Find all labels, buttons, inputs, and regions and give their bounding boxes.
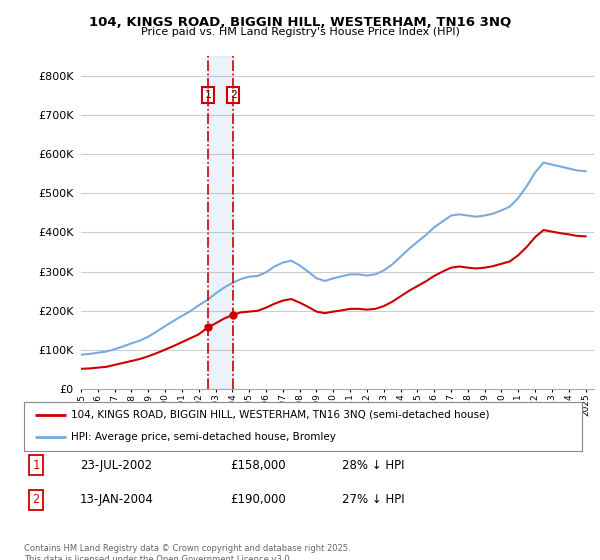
Text: 1: 1	[32, 459, 40, 472]
Text: Contains HM Land Registry data © Crown copyright and database right 2025.
This d: Contains HM Land Registry data © Crown c…	[24, 544, 350, 560]
Text: 23-JUL-2002: 23-JUL-2002	[80, 459, 152, 472]
Point	[203, 323, 213, 332]
Text: 2: 2	[32, 493, 40, 506]
Text: HPI: Average price, semi-detached house, Bromley: HPI: Average price, semi-detached house,…	[71, 432, 337, 442]
Text: 27% ↓ HPI: 27% ↓ HPI	[342, 493, 404, 506]
Text: £158,000: £158,000	[230, 459, 286, 472]
Text: Price paid vs. HM Land Registry's House Price Index (HPI): Price paid vs. HM Land Registry's House …	[140, 27, 460, 37]
Text: 28% ↓ HPI: 28% ↓ HPI	[342, 459, 404, 472]
Text: 13-JAN-2004: 13-JAN-2004	[80, 493, 154, 506]
Text: £190,000: £190,000	[230, 493, 286, 506]
Bar	[208, 56, 233, 389]
Text: 104, KINGS ROAD, BIGGIN HILL, WESTERHAM, TN16 3NQ: 104, KINGS ROAD, BIGGIN HILL, WESTERHAM,…	[89, 16, 511, 29]
Point	[228, 310, 238, 319]
Text: 2: 2	[230, 90, 236, 100]
Text: 1: 1	[205, 90, 211, 100]
Text: 104, KINGS ROAD, BIGGIN HILL, WESTERHAM, TN16 3NQ (semi-detached house): 104, KINGS ROAD, BIGGIN HILL, WESTERHAM,…	[71, 410, 490, 420]
